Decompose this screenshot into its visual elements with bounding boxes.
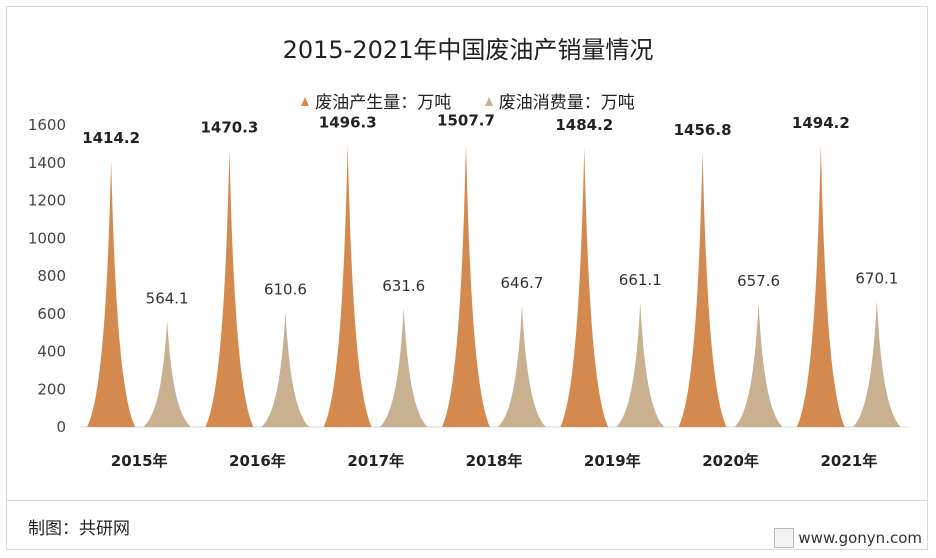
chart-title: 2015-2021年中国废油产销量情况 [282,36,654,64]
x-tick-label: 2016年 [229,452,286,470]
footer-divider [6,500,928,501]
watermark-logo-icon [774,528,795,548]
bar-production [442,142,490,427]
legend-item-consumption: 废油消费量：万吨 [484,88,635,113]
y-tick-label: 200 [37,380,66,398]
data-label-production: 1456.8 [674,121,732,139]
watermark: www.gonyn.com [774,528,922,548]
bar-consumption [852,300,901,427]
bar-consumption [498,304,546,427]
bar-production [87,160,136,427]
y-tick-label: 1400 [28,154,66,172]
x-tick-label: 2017年 [347,452,404,470]
legend: 废油产生量：万吨 废油消费量：万吨 [0,88,936,113]
data-label-production: 1470.3 [200,118,258,136]
data-label-consumption: 610.6 [264,281,307,299]
y-tick-label: 0 [56,418,66,436]
y-tick-label: 1600 [28,116,66,134]
x-tick-label: 2015年 [111,452,168,470]
data-label-production: 1507.7 [437,111,495,129]
bar-production [560,146,609,428]
data-label-production: 1496.3 [319,114,377,132]
y-tick-label: 600 [37,305,66,323]
x-tick-label: 2020年 [702,452,759,470]
watermark-text: www.gonyn.com [798,529,922,547]
data-label-consumption: 564.1 [146,290,189,308]
x-tick-label: 2021年 [820,452,877,470]
bar-consumption [734,302,783,427]
y-tick-label: 400 [37,343,66,361]
footer-credit: 制图：共研网 [28,519,130,539]
bar-production [205,149,254,427]
y-tick-label: 1000 [28,229,66,247]
y-tick-label: 1200 [28,192,66,210]
legend-label-production: 废油产生量：万吨 [315,93,452,113]
data-label-production: 1414.2 [82,129,140,147]
legend-label-consumption: 废油消费量：万吨 [498,93,635,113]
bar-consumption [379,307,428,427]
legend-marker-consumption [484,97,493,106]
legend-marker-production [301,97,310,106]
data-label-consumption: 670.1 [855,270,898,288]
data-label-consumption: 631.6 [382,277,425,295]
data-label-consumption: 646.7 [501,274,544,292]
x-tick-label: 2018年 [466,452,523,470]
bar-consumption [616,302,665,427]
y-tick-label: 800 [37,267,66,285]
bar-consumption [143,320,192,427]
legend-item-production: 废油产生量：万吨 [301,88,451,113]
data-label-production: 1494.2 [792,114,850,132]
data-label-consumption: 661.1 [619,271,662,289]
bar-consumption [261,311,310,427]
bar-production [796,144,845,427]
bar-production [323,144,372,428]
data-label-production: 1484.2 [555,116,613,134]
data-label-consumption: 657.6 [737,272,780,290]
x-tick-label: 2019年 [584,452,641,470]
bar-production [678,152,727,428]
